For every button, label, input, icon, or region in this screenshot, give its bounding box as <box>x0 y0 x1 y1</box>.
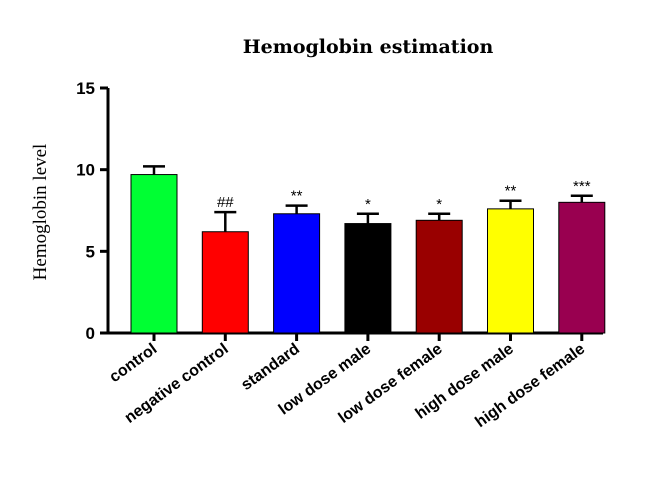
bar-low-dose-female <box>415 219 463 334</box>
x-tick-label: control <box>106 340 160 386</box>
bar-low-dose-male <box>344 223 392 334</box>
y-axis: 0 5 10 15 <box>76 79 110 343</box>
y-tick-label: 10 <box>76 161 95 180</box>
bar-high-dose-female <box>558 201 606 334</box>
y-axis-label: Hemoglobin level <box>30 144 51 281</box>
x-axis <box>106 331 603 341</box>
bars-group: ## ** * *** *** <box>130 165 606 334</box>
bar-standard <box>273 213 321 334</box>
significance-label: *** <box>573 178 591 195</box>
x-tick-label: standard <box>238 340 303 393</box>
significance-label: ** <box>291 188 303 205</box>
significance-label: ** <box>505 183 517 200</box>
bar-negative-control <box>201 231 249 334</box>
y-tick-label: 15 <box>76 79 95 98</box>
significance-label: ## <box>217 194 234 211</box>
significance-label: * <box>436 196 442 213</box>
significance-label: * <box>365 196 371 213</box>
chart-title: Hemoglobin estimation <box>243 36 494 58</box>
bar-control <box>130 174 178 334</box>
y-tick-label: 5 <box>86 242 95 261</box>
bar-high-dose-male <box>487 208 534 334</box>
y-tick-label: 0 <box>86 324 95 343</box>
